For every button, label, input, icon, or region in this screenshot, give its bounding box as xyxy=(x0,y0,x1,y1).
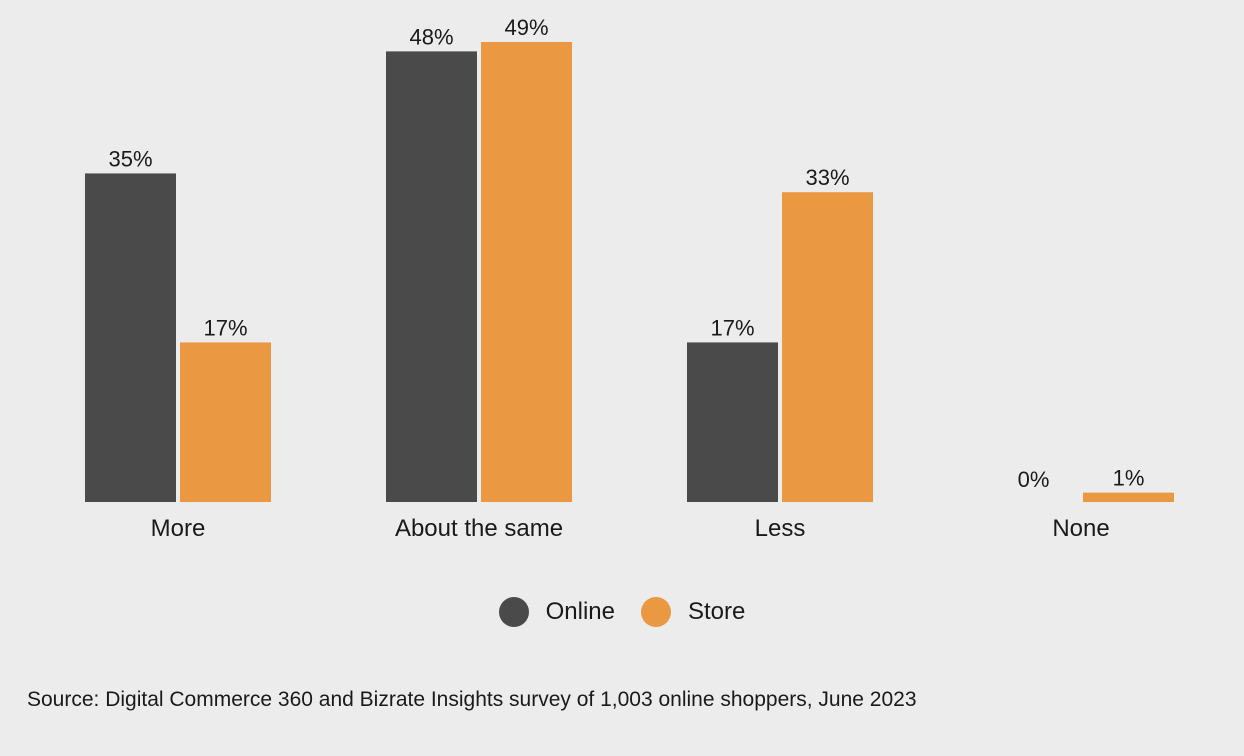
bar-online-2 xyxy=(687,342,778,502)
legend-swatch-online xyxy=(498,597,529,627)
legend-label-online: Online xyxy=(545,598,615,625)
data-label-online-3: 0% xyxy=(1018,467,1050,492)
bar-store-2 xyxy=(782,192,873,502)
category-label-1: About the same xyxy=(395,515,563,542)
legend-item-online: Online xyxy=(498,597,615,627)
data-label-store-1: 49% xyxy=(504,15,548,40)
bar-store-0 xyxy=(180,342,271,502)
category-label-2: Less xyxy=(755,515,806,542)
bar-chart: 35% 17% More 48% 49% About the same 17% 33% Less… xyxy=(85,15,1174,542)
data-label-store-2: 33% xyxy=(805,165,849,190)
legend-item-store: Store xyxy=(641,597,745,627)
bar-online-0 xyxy=(85,173,176,502)
data-label-online-2: 17% xyxy=(710,315,754,340)
data-label-store-3: 1% xyxy=(1113,466,1145,491)
legend-label-store: Store xyxy=(688,598,746,625)
bar-online-1 xyxy=(386,51,477,502)
source-note: Source: Digital Commerce 360 and Bizrate… xyxy=(27,688,917,711)
bar-store-3 xyxy=(1083,492,1174,502)
legend-swatch-store xyxy=(641,597,671,627)
category-label-3: None xyxy=(1052,515,1109,542)
legend: Online Store xyxy=(0,594,1244,630)
data-label-online-1: 48% xyxy=(409,24,453,49)
bar-store-1 xyxy=(481,42,572,502)
category-label-0: More xyxy=(151,515,206,542)
data-label-store-0: 17% xyxy=(203,315,247,340)
data-label-online-0: 35% xyxy=(108,146,152,171)
